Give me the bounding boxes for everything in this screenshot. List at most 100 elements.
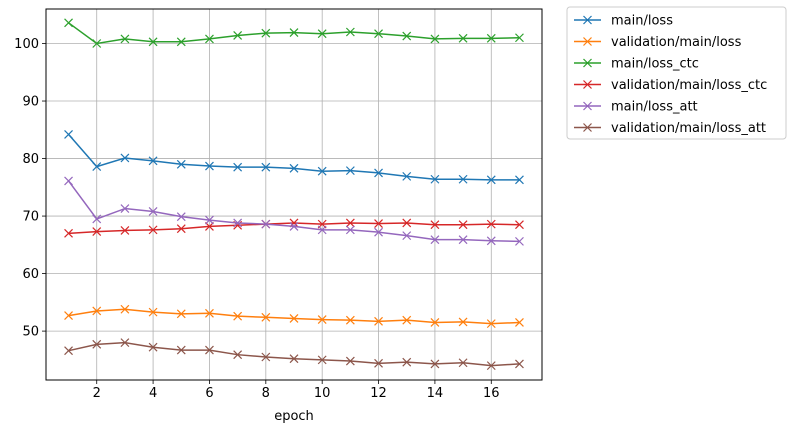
series-line xyxy=(68,341,520,367)
series-1 xyxy=(64,304,524,329)
data-point xyxy=(148,37,158,47)
legend-item: main/loss_ctc xyxy=(574,57,699,72)
legend-label: validation/main/loss_ctc xyxy=(611,78,767,93)
data-point xyxy=(176,309,186,319)
legend-label: main/loss_att xyxy=(611,100,698,115)
legend-marker xyxy=(583,101,592,111)
data-point xyxy=(120,226,130,235)
data-point xyxy=(92,214,102,224)
data-point xyxy=(430,220,440,230)
legend-item: validation/main/loss xyxy=(574,35,742,50)
data-point xyxy=(515,236,524,246)
y-tick-label: 100 xyxy=(14,37,39,52)
x-tick-label: 16 xyxy=(483,386,500,401)
data-point xyxy=(317,166,327,176)
x-tick-label: 6 xyxy=(205,386,213,401)
data-point xyxy=(261,352,271,362)
data-point xyxy=(515,318,524,327)
data-point xyxy=(261,312,271,322)
data-point xyxy=(486,33,496,43)
legend-label: main/loss xyxy=(611,14,673,29)
grid-layer xyxy=(46,9,542,380)
legend-item: validation/main/loss_att xyxy=(574,121,766,136)
y-tick-label: 90 xyxy=(22,95,39,110)
data-point xyxy=(64,129,73,139)
data-point xyxy=(515,175,524,185)
data-point xyxy=(233,218,243,228)
data-point xyxy=(374,227,383,237)
data-point xyxy=(486,175,496,185)
data-point xyxy=(289,163,299,173)
data-point xyxy=(430,359,440,369)
data-point xyxy=(374,168,383,178)
data-point xyxy=(402,231,412,241)
data-point xyxy=(317,225,327,235)
data-point xyxy=(148,156,158,166)
data-point xyxy=(120,338,130,348)
data-point xyxy=(345,225,355,235)
series-3 xyxy=(64,218,524,238)
x-tick-label: 14 xyxy=(427,386,444,401)
y-tick-label: 80 xyxy=(22,152,39,167)
data-point xyxy=(92,39,102,48)
data-point xyxy=(515,220,524,230)
x-axis-label: epoch xyxy=(274,409,314,424)
series-5 xyxy=(64,338,524,371)
data-point xyxy=(515,33,524,43)
data-point xyxy=(374,29,383,39)
data-point xyxy=(261,28,271,38)
series-line xyxy=(67,133,520,181)
data-point xyxy=(345,315,355,325)
series-line xyxy=(68,222,520,235)
legend-marker xyxy=(583,58,592,68)
data-point xyxy=(486,319,496,329)
data-point xyxy=(515,359,524,369)
data-point xyxy=(120,153,130,163)
data-point xyxy=(486,236,496,246)
data-point xyxy=(92,306,102,316)
data-point xyxy=(345,218,355,228)
legend-marker xyxy=(583,80,592,89)
legend-marker xyxy=(583,15,592,25)
data-point xyxy=(64,346,73,356)
legend-marker xyxy=(583,123,592,132)
data-point xyxy=(402,171,412,181)
data-point xyxy=(148,342,158,352)
legend-label: validation/main/loss_att xyxy=(611,121,766,136)
series-line xyxy=(67,180,520,243)
data-point xyxy=(430,318,440,327)
data-point xyxy=(345,27,355,37)
data-point xyxy=(176,159,186,169)
data-point xyxy=(120,34,130,44)
data-point xyxy=(458,235,468,245)
series-2 xyxy=(64,18,524,48)
data-point xyxy=(402,357,412,367)
data-point xyxy=(402,315,412,325)
data-point xyxy=(205,215,214,225)
x-axis-ticks: 2 4 6 8 10 12 14 16 xyxy=(93,380,500,401)
data-point xyxy=(430,174,440,184)
data-point xyxy=(205,345,214,355)
data-point xyxy=(402,31,412,41)
data-point xyxy=(233,311,243,321)
y-axis-ticks: 50 60 70 80 90 100 xyxy=(14,37,46,340)
x-tick-label: 10 xyxy=(314,386,331,401)
data-point xyxy=(148,307,158,317)
data-point xyxy=(289,28,299,38)
series-4 xyxy=(64,176,524,246)
data-point xyxy=(374,219,383,228)
legend: main/loss validation/main/loss main/loss_c… xyxy=(566,6,787,140)
data-point xyxy=(176,37,186,47)
data-point xyxy=(64,228,73,238)
data-point xyxy=(289,354,299,364)
data-point xyxy=(317,29,327,39)
data-point xyxy=(374,316,383,326)
plot-frame xyxy=(45,8,543,381)
x-tick-label: 4 xyxy=(149,386,157,401)
data-point xyxy=(430,235,440,245)
legend-box xyxy=(566,6,787,140)
data-point xyxy=(92,227,102,237)
data-point xyxy=(148,207,158,216)
